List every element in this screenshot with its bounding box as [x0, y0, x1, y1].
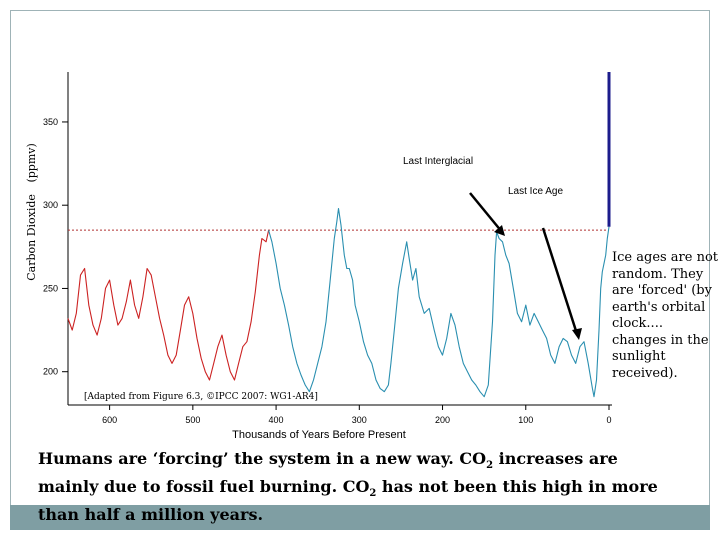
slide-footer-bar [10, 505, 710, 530]
arrow-ice-age [541, 227, 579, 335]
x-tick-label: 400 [269, 415, 284, 425]
chart-axes [67, 72, 612, 406]
x-tick-label: 100 [518, 415, 533, 425]
y-axis-label-unit: (ppmv) [25, 143, 38, 182]
annotation-last-interglacial: Last Interglacial [403, 156, 473, 167]
caption: Humans are ‘forcing’ the system in a new… [38, 448, 658, 525]
x-tick-label: 300 [352, 415, 367, 425]
x-tick-label: 0 [606, 415, 611, 425]
annotation-arrows [469, 192, 582, 340]
series-line-1 [67, 230, 270, 381]
data-series [67, 72, 611, 398]
y-axis-label: Carbon Dioxide (ppmv) [25, 143, 38, 281]
y-tick-label: 300 [43, 200, 58, 210]
arrowhead-interglacial [494, 225, 505, 236]
x-tick-label: 200 [435, 415, 450, 425]
series-line-2 [268, 207, 610, 398]
caption-part1: Humans are ‘forcing’ the system in a new… [38, 449, 487, 468]
source-note: [Adapted from Figure 6.3, ©IPCC 2007: WG… [84, 392, 318, 402]
x-axis-label: Thousands of Years Before Present [232, 429, 406, 441]
caption-part2: increases are mainly due to fossil fuel … [38, 449, 618, 497]
arrowhead-ice-age [572, 328, 582, 340]
caption-part3: has not been this high in more than half… [38, 477, 658, 525]
y-tick-label: 350 [43, 117, 58, 127]
x-tick-label: 600 [102, 415, 117, 425]
x-tick-label: 500 [185, 415, 200, 425]
y-axis-label-main: Carbon Dioxide [25, 194, 38, 281]
arrow-interglacial [469, 192, 503, 233]
caption-sub2: 2 [369, 488, 377, 500]
y-tick-label: 200 [43, 367, 58, 377]
caption-sub1: 2 [486, 460, 494, 472]
axis-ticks: 200 250 300 350 600 500 400 300 200 100 0 [43, 117, 612, 425]
side-note: Ice ages are not random. They are 'force… [612, 250, 719, 381]
annotation-last-ice-age: Last Ice Age [508, 186, 563, 197]
y-tick-label: 250 [43, 283, 58, 293]
